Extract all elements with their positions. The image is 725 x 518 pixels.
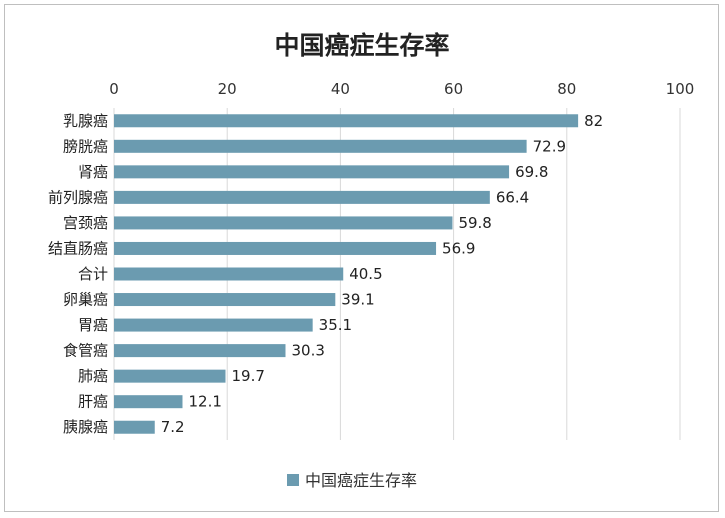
data-label: 40.5 xyxy=(349,265,382,283)
bar xyxy=(114,165,510,179)
bar xyxy=(114,139,527,153)
data-label: 69.8 xyxy=(515,163,548,181)
legend: 中国癌症生存率 xyxy=(287,471,417,490)
category-label: 膀胱癌 xyxy=(63,137,108,155)
data-label: 72.9 xyxy=(533,137,566,155)
data-label: 82 xyxy=(584,112,603,130)
chart-title: 中国癌症生存率 xyxy=(274,31,449,60)
x-tick-label: 60 xyxy=(444,80,463,98)
data-label: 30.3 xyxy=(291,342,324,360)
x-tick-label: 100 xyxy=(666,80,695,98)
value-labels: 82 72.9 69.8 66.4 59.8 56.9 40.5 39.1 35.1 30.3 19… xyxy=(161,112,603,436)
bar xyxy=(114,114,579,128)
x-tick-label: 40 xyxy=(331,80,350,98)
category-label: 肺癌 xyxy=(78,367,108,385)
category-label: 合计 xyxy=(78,265,108,283)
data-label: 66.4 xyxy=(496,188,529,206)
category-label: 肾癌 xyxy=(78,163,108,181)
category-label: 肝癌 xyxy=(78,393,108,411)
bars xyxy=(114,114,579,434)
bar xyxy=(114,293,336,307)
bar xyxy=(114,190,490,204)
category-label: 结直肠癌 xyxy=(48,239,108,257)
category-label: 前列腺癌 xyxy=(48,188,108,206)
x-axis-ticks: 0 20 40 60 80 100 xyxy=(109,80,694,98)
bar xyxy=(114,344,286,358)
legend-swatch xyxy=(287,474,299,486)
x-tick-label: 0 xyxy=(109,80,119,98)
category-label: 胰腺癌 xyxy=(63,418,108,436)
data-label: 39.1 xyxy=(341,291,374,309)
legend-label: 中国癌症生存率 xyxy=(305,471,417,490)
bar xyxy=(114,267,344,281)
data-label: 12.1 xyxy=(188,393,221,411)
data-label: 59.8 xyxy=(458,214,491,232)
x-tick-label: 80 xyxy=(557,80,576,98)
x-tick-label: 20 xyxy=(218,80,237,98)
bar xyxy=(114,318,313,332)
gridlines xyxy=(113,108,681,440)
category-label: 食管癌 xyxy=(63,342,108,360)
category-label: 卵巢癌 xyxy=(63,291,108,309)
bar xyxy=(114,395,183,409)
bar xyxy=(114,216,453,230)
bar xyxy=(114,369,226,383)
bar xyxy=(114,241,437,255)
category-label: 胃癌 xyxy=(78,316,108,334)
data-label: 19.7 xyxy=(232,367,265,385)
bar xyxy=(114,420,155,434)
data-label: 56.9 xyxy=(442,239,475,257)
category-label: 宫颈癌 xyxy=(63,214,108,232)
category-label: 乳腺癌 xyxy=(63,112,108,130)
data-label: 7.2 xyxy=(161,418,185,436)
data-label: 35.1 xyxy=(319,316,352,334)
